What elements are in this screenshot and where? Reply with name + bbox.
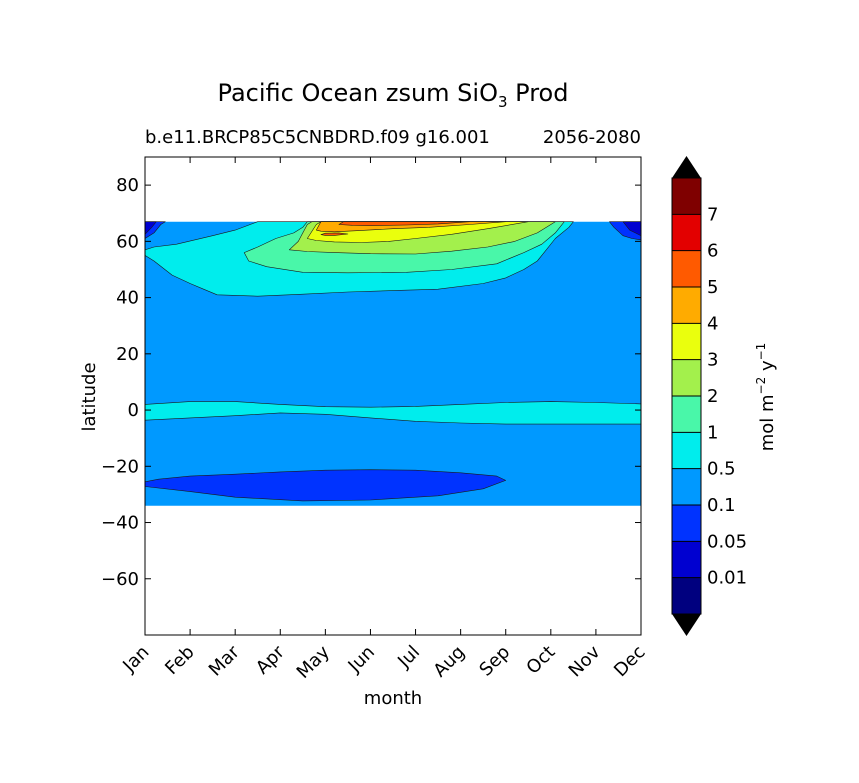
contour-region-11 xyxy=(145,221,157,235)
x-tick-label: Jun xyxy=(344,642,379,677)
colorbar-label: mol m−2 y−1 xyxy=(754,343,778,452)
colorbar-swatch xyxy=(672,577,701,614)
colorbar-swatch xyxy=(672,250,701,287)
colorbar-tick-label: 4 xyxy=(707,313,718,334)
plot-area xyxy=(145,157,641,635)
title-subscript: 3 xyxy=(498,93,508,111)
contour-region-2 xyxy=(145,401,641,425)
contour-region-9 xyxy=(320,232,349,236)
colorbar-tick-label: 7 xyxy=(707,204,718,225)
colorbar-extend-min xyxy=(672,614,701,636)
chart-subtitle-right: 2056-2080 xyxy=(543,127,641,148)
colorbar-tick-label: 6 xyxy=(707,241,718,262)
y-tick-label: 0 xyxy=(128,400,139,421)
y-tick-label: 60 xyxy=(116,231,139,252)
colorbar-tick-label: 3 xyxy=(707,350,718,371)
chart-subtitle-left: b.e11.BRCP85C5CNBDRD.f09 g16.001 xyxy=(145,127,490,148)
x-tick-label: May xyxy=(293,641,334,682)
colorbar-swatch xyxy=(672,287,701,324)
chart-title: Pacific Ocean zsum SiO3 Prod xyxy=(218,79,569,111)
x-tick-label: Jul xyxy=(393,642,424,673)
y-tick-label: 80 xyxy=(116,175,139,196)
x-tick-label: Jan xyxy=(118,642,153,677)
colorbar-swatch xyxy=(672,432,701,469)
colorbar-tick-label: 0.01 xyxy=(707,568,747,589)
x-tick-label: Dec xyxy=(610,642,649,681)
colorbar-swatch xyxy=(672,468,701,505)
colorbar-tick-label: 0.5 xyxy=(707,459,736,480)
colorbar-swatch xyxy=(672,396,701,433)
contour-layer xyxy=(145,221,641,506)
colorbar-swatch xyxy=(672,359,701,396)
x-tick-label: Aug xyxy=(429,642,469,682)
x-tick-label: Mar xyxy=(205,641,244,680)
colorbar-tick-label: 2 xyxy=(707,386,718,407)
x-axis-label: month xyxy=(364,688,422,709)
colorbar-tick-label: 5 xyxy=(707,277,718,298)
colorbar-tick-label: 0.1 xyxy=(707,495,736,516)
title-suffix: Prod xyxy=(508,79,569,107)
x-tick-label: Apr xyxy=(252,641,289,678)
contour-region-13 xyxy=(622,221,641,236)
colorbar-swatch xyxy=(672,323,701,360)
y-tick-label: −40 xyxy=(101,513,139,534)
x-tick-label: Oct xyxy=(522,642,559,679)
plot-frame xyxy=(144,156,642,636)
colorbar-extend-max xyxy=(672,156,701,178)
contour-region-1 xyxy=(145,469,507,502)
y-axis-label: latitude xyxy=(79,362,100,431)
y-tick-label: 40 xyxy=(116,288,139,309)
colorbar-swatch xyxy=(672,505,701,542)
colorbar: 0.01 0.05 0.1 0.5 1 2 3 4 5 6 7 xyxy=(671,156,747,636)
x-tick-label: Sep xyxy=(475,642,514,681)
colorbar-swatch xyxy=(672,214,701,251)
y-tick-label: 20 xyxy=(116,344,139,365)
colorbar-tick-label: 0.05 xyxy=(707,531,747,552)
colorbar-swatch xyxy=(672,178,701,215)
y-tick-label: −60 xyxy=(101,569,139,590)
colorbar-tick-label: 1 xyxy=(707,422,718,443)
colorbar-swatch xyxy=(672,541,701,578)
x-tick-label: Nov xyxy=(565,641,605,681)
y-tick-label: −20 xyxy=(101,456,139,477)
contour-region-8 xyxy=(338,221,471,226)
y-axis: 80 60 40 20 0 −20 −40 −60 xyxy=(101,175,641,590)
x-tick-label: Feb xyxy=(161,642,198,679)
